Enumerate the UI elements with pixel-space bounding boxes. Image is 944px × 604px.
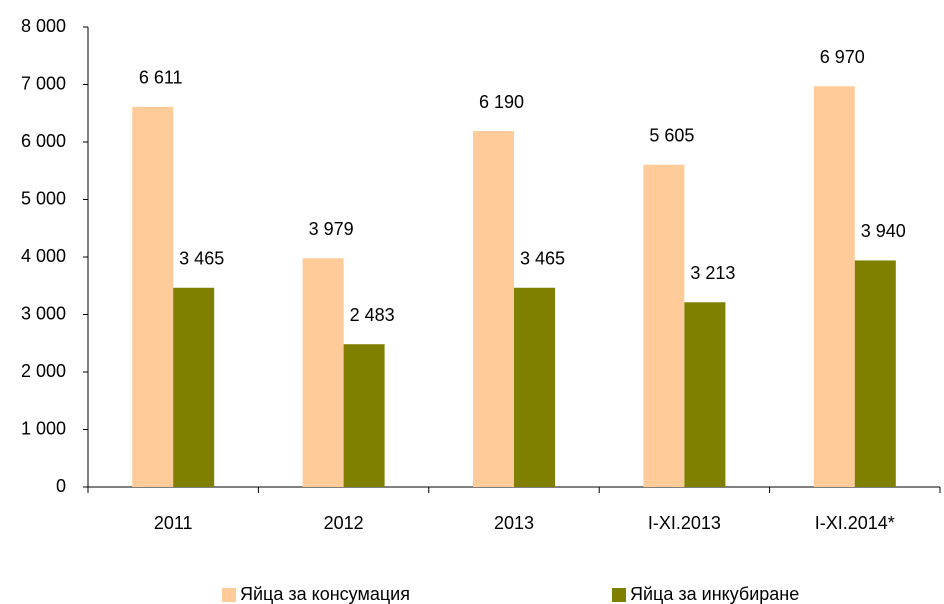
bar: [173, 287, 215, 487]
bar: [643, 164, 685, 487]
legend-label: Яйца за инкубиране: [630, 584, 799, 604]
bar: [343, 344, 385, 487]
data-label: 5 605: [649, 125, 694, 145]
y-tick-label: 6 000: [21, 131, 66, 151]
y-tick-label: 3 000: [21, 303, 66, 323]
legend-swatch: [222, 588, 236, 602]
data-label: 3 940: [861, 221, 906, 241]
x-tick-label: 2012: [324, 513, 364, 533]
x-tick-label: I-XI.2014*: [815, 513, 895, 533]
y-tick-label: 1 000: [21, 418, 66, 438]
legend-label: Яйца за консумация: [240, 584, 410, 604]
data-label: 3 979: [309, 219, 354, 239]
y-tick-label: 8 000: [21, 16, 66, 36]
bar: [302, 258, 344, 487]
bar: [684, 302, 726, 487]
bar: [514, 287, 555, 487]
data-label: 6 611: [139, 68, 183, 88]
y-tick-label: 2 000: [21, 361, 66, 381]
legend-swatch: [612, 588, 626, 602]
bar: [854, 260, 896, 487]
data-label: 2 483: [350, 305, 395, 325]
y-tick-label: 0: [56, 476, 66, 496]
data-label: 3 213: [690, 263, 735, 283]
bar: [473, 131, 514, 487]
data-label: 6 970: [820, 47, 865, 67]
bar: [132, 106, 174, 488]
x-tick-label: I-XI.2013: [648, 513, 721, 533]
data-label: 3 465: [179, 249, 224, 269]
data-label: 6 190: [479, 92, 524, 112]
y-tick-label: 4 000: [21, 246, 66, 266]
y-tick-label: 7 000: [21, 73, 66, 93]
x-tick-label: 2013: [494, 513, 534, 533]
bar: [813, 86, 855, 487]
x-tick-label: 2011: [154, 513, 193, 533]
y-tick-label: 5 000: [21, 188, 66, 208]
data-label: 3 465: [520, 249, 565, 269]
